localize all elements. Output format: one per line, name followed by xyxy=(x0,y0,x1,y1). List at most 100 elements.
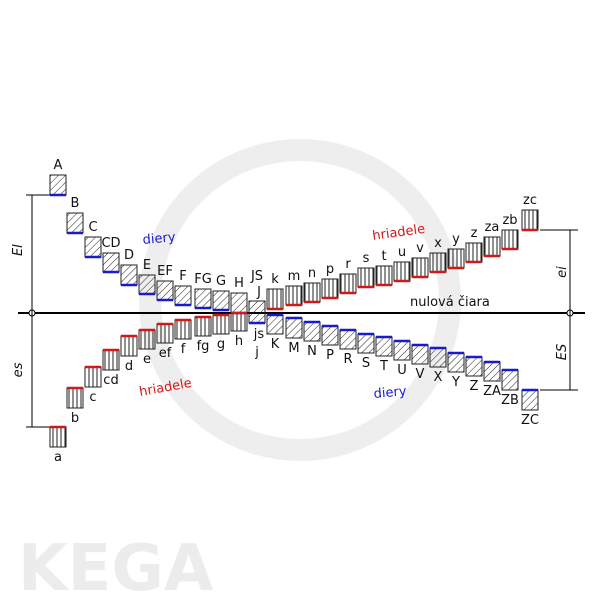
tolerance-field xyxy=(501,229,519,250)
label: cd xyxy=(103,373,118,388)
annotation: nulová čiara xyxy=(410,295,490,310)
annotation: hriadele xyxy=(371,222,426,244)
label: zc xyxy=(523,193,537,208)
tolerance-field xyxy=(465,242,483,263)
tolerance-field xyxy=(248,300,266,324)
tolerance-field xyxy=(393,261,411,282)
tolerance-field xyxy=(212,314,230,335)
label: ZA xyxy=(483,384,501,399)
label: R xyxy=(343,352,352,367)
label: K xyxy=(271,337,280,352)
label: J xyxy=(256,285,261,300)
label: fg xyxy=(197,339,210,354)
tolerance-field xyxy=(375,336,393,357)
tolerance-field xyxy=(447,352,465,373)
annotation: diery xyxy=(142,230,176,248)
tolerance-field xyxy=(285,285,303,306)
label: H xyxy=(234,276,244,291)
watermark-ring xyxy=(139,139,461,461)
label: G xyxy=(216,274,226,289)
annotation: diery xyxy=(373,384,407,402)
label: ZB xyxy=(501,393,519,408)
tolerance-field xyxy=(66,387,84,409)
tolerance-field xyxy=(212,290,230,311)
tolerance-field xyxy=(84,236,102,258)
label: b xyxy=(71,411,79,426)
tolerance-field xyxy=(120,264,138,286)
label: V xyxy=(416,367,425,382)
label: za xyxy=(485,220,500,235)
dimension-lines xyxy=(26,194,578,428)
label: k xyxy=(271,272,279,287)
watermark: KEGA xyxy=(18,532,214,600)
tolerance-field xyxy=(483,361,501,382)
tolerance-field xyxy=(84,366,102,388)
tolerance-field xyxy=(266,314,284,335)
tolerance-field xyxy=(357,333,375,354)
dim-label: EI xyxy=(11,244,26,256)
tolerance-field xyxy=(321,278,339,299)
label: F xyxy=(179,269,186,284)
label: u xyxy=(398,245,406,260)
label: x xyxy=(434,236,442,251)
tolerance-field xyxy=(339,273,357,294)
label: JS xyxy=(250,269,263,284)
label: B xyxy=(71,196,80,211)
label: v xyxy=(416,241,424,256)
label: T xyxy=(379,359,388,374)
label: j xyxy=(254,345,259,360)
label: ef xyxy=(159,346,172,361)
tolerance-field xyxy=(49,426,67,448)
label: ZC xyxy=(521,413,539,428)
label: X xyxy=(434,370,443,385)
tolerance-field xyxy=(411,344,429,365)
label: r xyxy=(345,257,351,272)
tolerance-field xyxy=(120,335,138,357)
label: n xyxy=(308,266,316,281)
tolerance-field xyxy=(66,212,84,234)
tolerance-field xyxy=(303,321,321,342)
label: A xyxy=(54,158,63,173)
label: js xyxy=(253,327,265,342)
tolerance-field xyxy=(303,282,321,303)
label: FG xyxy=(194,272,212,287)
label: E xyxy=(143,258,151,273)
label: zb xyxy=(502,213,517,228)
dim-label: es xyxy=(11,362,26,377)
label: Z xyxy=(470,379,479,394)
label: y xyxy=(452,232,460,247)
tolerance-field xyxy=(230,292,248,314)
tolerance-field xyxy=(393,340,411,361)
tolerance-field xyxy=(429,252,447,273)
dim-label: ei xyxy=(555,266,570,278)
tolerance-field xyxy=(102,252,120,273)
label: M xyxy=(288,341,299,356)
dim-label: ES xyxy=(555,344,570,360)
tolerance-field xyxy=(156,280,174,301)
tolerance-field xyxy=(174,285,192,306)
tolerance-field xyxy=(429,347,447,368)
tolerance-field xyxy=(285,317,303,339)
tolerance-field xyxy=(375,265,393,286)
tolerance-field xyxy=(156,323,174,344)
label: N xyxy=(307,344,317,359)
label: d xyxy=(125,359,133,374)
tolerance-field xyxy=(357,267,375,288)
label: p xyxy=(326,262,334,277)
label: g xyxy=(217,337,225,352)
tolerance-field xyxy=(266,288,284,310)
tolerance-field xyxy=(501,369,519,391)
tolerance-field xyxy=(230,312,248,332)
label: CD xyxy=(101,236,120,251)
tolerance-field xyxy=(194,288,212,309)
label: c xyxy=(89,390,96,405)
tolerance-field xyxy=(321,325,339,346)
tolerance-field xyxy=(521,389,539,411)
label: f xyxy=(181,342,186,357)
tolerance-field xyxy=(483,236,501,257)
tolerance-field xyxy=(102,349,120,371)
tolerance-field xyxy=(49,174,67,196)
label: D xyxy=(124,248,134,263)
label: S xyxy=(362,356,370,371)
